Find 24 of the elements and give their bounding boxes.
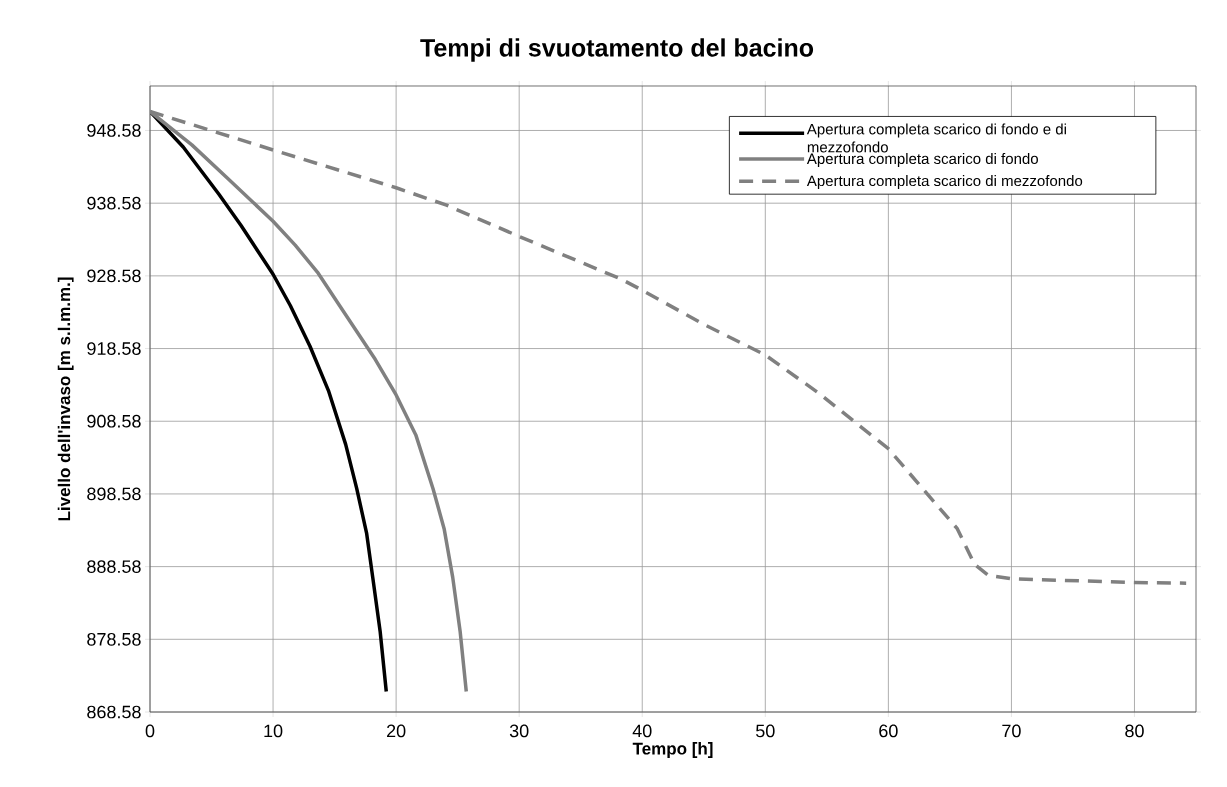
y-tick-label: 948.58 bbox=[87, 124, 141, 137]
x-tick-label: 70 bbox=[1002, 724, 1021, 738]
y-tick-label: 918.58 bbox=[87, 342, 141, 355]
x-tick-label: 50 bbox=[756, 724, 775, 738]
y-tick-label: 868.58 bbox=[87, 705, 141, 719]
chart-title: Tempi di svuotamento del bacino bbox=[420, 38, 814, 62]
x-axis-title: Tempo [h] bbox=[632, 742, 713, 758]
x-tick-label: 30 bbox=[509, 724, 529, 738]
y-tick-label: 928.58 bbox=[87, 269, 141, 283]
y-tick-label: 938.58 bbox=[87, 196, 141, 210]
x-tick-label: 10 bbox=[264, 724, 283, 738]
legend-label: Apertura completa scarico di mezzofondo bbox=[806, 175, 1083, 190]
y-tick-label: 878.58 bbox=[87, 632, 141, 646]
x-tick-label: 0 bbox=[145, 724, 155, 738]
legend-label: Apertura completa scarico di fondo e di mezzofondo bbox=[806, 123, 1066, 153]
y-axis-title: Livello dell'invaso [m s.l.m.m.] bbox=[57, 277, 74, 521]
x-tick-label: 80 bbox=[1125, 724, 1144, 738]
legend-label: Apertura completa scarico di fondo bbox=[806, 153, 1038, 168]
x-tick-label: 60 bbox=[879, 724, 898, 738]
x-tick-label: 40 bbox=[632, 724, 652, 738]
y-tick-label: 888.58 bbox=[87, 560, 141, 573]
y-tick-label: 908.58 bbox=[87, 414, 141, 428]
x-tick-label: 20 bbox=[387, 724, 406, 738]
y-tick-label: 898.58 bbox=[87, 487, 141, 501]
